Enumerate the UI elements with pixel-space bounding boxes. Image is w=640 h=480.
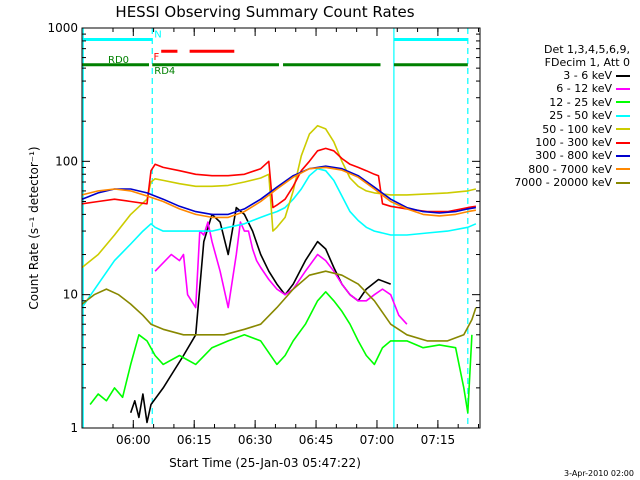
legend-label: 6 - 12 keV xyxy=(556,82,612,96)
legend-entry: 3 - 6 keV xyxy=(563,69,630,82)
legend-swatch xyxy=(616,141,630,144)
series-line-3 xyxy=(89,290,473,414)
legend-label: 7000 - 20000 keV xyxy=(514,176,612,190)
time-marker-lines xyxy=(82,28,469,428)
legend-label: 100 - 300 keV xyxy=(535,136,612,149)
legend-swatch xyxy=(616,87,630,90)
series-line-1 xyxy=(129,206,391,424)
legend-swatch xyxy=(616,168,630,171)
legend-header-line-1: Det 1,3,4,5,6,9, xyxy=(543,43,630,56)
x-tick-label: 07:00 xyxy=(360,433,395,447)
y-tick-label: 10 xyxy=(63,288,78,302)
x-tick-label: 06:15 xyxy=(177,433,212,447)
legend-entry: 12 - 25 keV xyxy=(549,96,630,109)
legend-label: 300 - 800 keV xyxy=(535,149,612,163)
flag-label-rd0: RD0 xyxy=(108,55,129,66)
flag-label-n: N xyxy=(154,29,161,40)
legend-label: 12 - 25 keV xyxy=(549,95,612,109)
legend-swatch xyxy=(616,114,630,117)
x-tick-label: 07:15 xyxy=(421,433,456,447)
axes: 1 10 100 1000 06:00 06:15 06:30 06:45 07:00 07:15 xyxy=(47,21,481,447)
series-line-6 xyxy=(81,147,477,213)
legend-entry: 800 - 7000 keV xyxy=(528,163,630,176)
legend-swatch xyxy=(616,128,630,131)
plot-frame xyxy=(81,27,481,429)
series-line-8 xyxy=(81,166,477,219)
flag-label-rd4: RD4 xyxy=(154,66,175,77)
footer-date: 3-Apr-2010 02:00 xyxy=(564,469,634,478)
legend-label: 3 - 6 keV xyxy=(563,69,612,82)
legend-entry: 50 - 100 keV xyxy=(542,123,630,136)
flag-label-f: F xyxy=(153,52,159,63)
x-tick-label: 06:45 xyxy=(299,433,334,447)
legend-swatch xyxy=(616,181,630,184)
series-line-9 xyxy=(81,270,477,342)
legend-entry: 7000 - 20000 keV xyxy=(514,176,630,189)
legend-label: 25 - 50 keV xyxy=(549,109,612,123)
series-line-2 xyxy=(154,221,408,325)
y-tick-label: 1 xyxy=(70,421,78,435)
chart-title: HESSI Observing Summary Count Rates xyxy=(115,3,414,21)
series-line-7 xyxy=(81,165,477,216)
legend-label: 800 - 7000 keV xyxy=(528,162,612,176)
legend-entry: 25 - 50 keV xyxy=(549,109,630,122)
y-tick-label: 100 xyxy=(55,154,78,168)
legend-entry: 6 - 12 keV xyxy=(556,82,630,95)
legend-entry: 300 - 800 keV xyxy=(535,149,630,162)
series-line-5 xyxy=(81,124,477,269)
x-axis-label: Start Time (25-Jan-03 05:47:22) xyxy=(169,456,361,470)
legend-swatch xyxy=(616,74,630,77)
legend-entry: 100 - 300 keV xyxy=(535,136,630,149)
flag-bars: N F RD0 RD4 xyxy=(82,29,468,77)
x-tick-label: 06:30 xyxy=(238,433,273,447)
y-tick-label: 1000 xyxy=(47,21,78,35)
series-group xyxy=(81,124,477,424)
legend-swatch xyxy=(616,101,630,104)
legend-label: 50 - 100 keV xyxy=(542,122,612,136)
y-axis-label: Count Rate (s⁻¹ detector⁻¹) xyxy=(27,146,41,309)
legend-swatch xyxy=(616,154,630,157)
legend-header-line-2: FDecim 1, Att 0 xyxy=(544,56,630,69)
x-tick-label: 06:00 xyxy=(116,433,151,447)
